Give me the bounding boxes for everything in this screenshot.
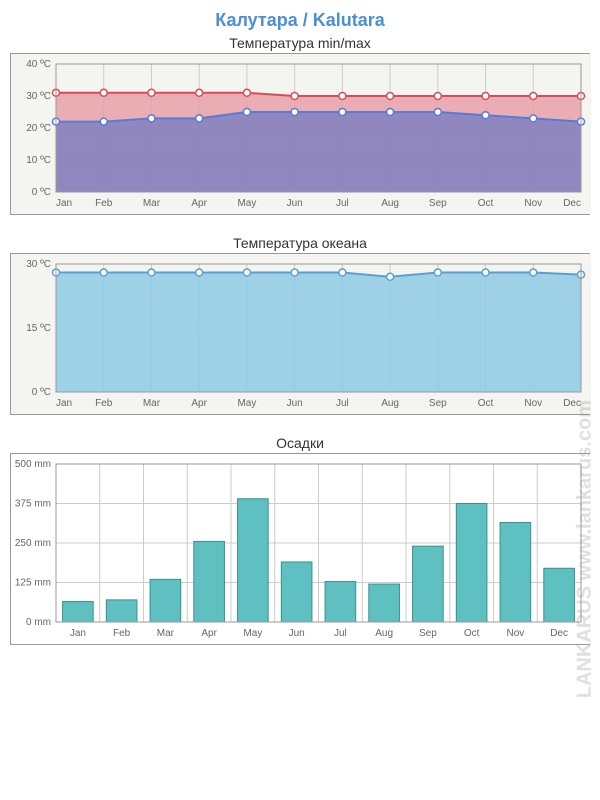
svg-text:Sep: Sep	[419, 628, 437, 639]
page-title: Калутара / Kalutara	[10, 10, 590, 31]
svg-text:Aug: Aug	[381, 198, 399, 209]
svg-text:Jun: Jun	[289, 628, 305, 639]
svg-text:Jul: Jul	[336, 398, 349, 409]
temp-chart: 0 ºC 10 ºC 20 ºC 30 ºC 40 ºC Jan Feb Mar Apr May J…	[10, 53, 590, 215]
svg-text:Nov: Nov	[524, 398, 542, 409]
rain-chart-title: Осадки	[10, 435, 590, 451]
svg-text:Dec: Dec	[563, 398, 581, 409]
svg-text:10 ºC: 10 ºC	[26, 155, 51, 166]
svg-text:Jun: Jun	[287, 198, 303, 209]
svg-text:Sep: Sep	[429, 198, 447, 209]
temp-chart-title: Температура min/max	[10, 35, 590, 51]
svg-text:May: May	[237, 198, 256, 209]
ocean-chart: 0 ºC 15 ºC 30 ºC Jan Feb Mar Apr May Jun Jul Aug Se…	[10, 253, 590, 415]
svg-text:Oct: Oct	[478, 198, 494, 209]
svg-text:Feb: Feb	[95, 398, 113, 409]
rain-chart: 0 mm 125 mm 250 mm 375 mm 500 mm Jan Feb Mar Apr…	[10, 453, 590, 645]
svg-text:May: May	[237, 398, 256, 409]
svg-text:30 ºC: 30 ºC	[26, 91, 51, 102]
svg-text:500 mm: 500 mm	[15, 459, 51, 470]
svg-text:30 ºC: 30 ºC	[26, 259, 51, 270]
svg-text:Dec: Dec	[563, 198, 581, 209]
svg-text:Mar: Mar	[143, 398, 161, 409]
svg-text:Jul: Jul	[334, 628, 347, 639]
svg-text:Jul: Jul	[336, 198, 349, 209]
svg-text:0 ºC: 0 ºC	[32, 387, 51, 398]
svg-text:15 ºC: 15 ºC	[26, 323, 51, 334]
svg-text:0 mm: 0 mm	[26, 617, 51, 628]
svg-text:May: May	[243, 628, 262, 639]
svg-text:Nov: Nov	[524, 198, 542, 209]
svg-text:20 ºC: 20 ºC	[26, 123, 51, 134]
svg-text:Oct: Oct	[464, 628, 480, 639]
svg-text:40 ºC: 40 ºC	[26, 59, 51, 70]
ocean-chart-title: Температура океана	[10, 235, 590, 251]
svg-text:Aug: Aug	[375, 628, 393, 639]
svg-text:250 mm: 250 mm	[15, 538, 51, 549]
svg-text:Dec: Dec	[550, 628, 568, 639]
svg-text:Jun: Jun	[287, 398, 303, 409]
svg-text:Jan: Jan	[70, 628, 86, 639]
svg-text:Apr: Apr	[191, 198, 207, 209]
svg-text:Mar: Mar	[143, 198, 161, 209]
svg-text:Oct: Oct	[478, 398, 494, 409]
svg-text:125 mm: 125 mm	[15, 578, 51, 589]
svg-text:Feb: Feb	[95, 198, 113, 209]
svg-text:Aug: Aug	[381, 398, 399, 409]
svg-text:Jan: Jan	[56, 198, 72, 209]
svg-text:Apr: Apr	[191, 398, 207, 409]
svg-text:Feb: Feb	[113, 628, 131, 639]
svg-text:Jan: Jan	[56, 398, 72, 409]
svg-text:375 mm: 375 mm	[15, 499, 51, 510]
svg-text:Sep: Sep	[429, 398, 447, 409]
svg-text:Nov: Nov	[506, 628, 524, 639]
svg-text:Apr: Apr	[201, 628, 217, 639]
svg-text:Mar: Mar	[157, 628, 175, 639]
svg-text:0 ºC: 0 ºC	[32, 187, 51, 198]
